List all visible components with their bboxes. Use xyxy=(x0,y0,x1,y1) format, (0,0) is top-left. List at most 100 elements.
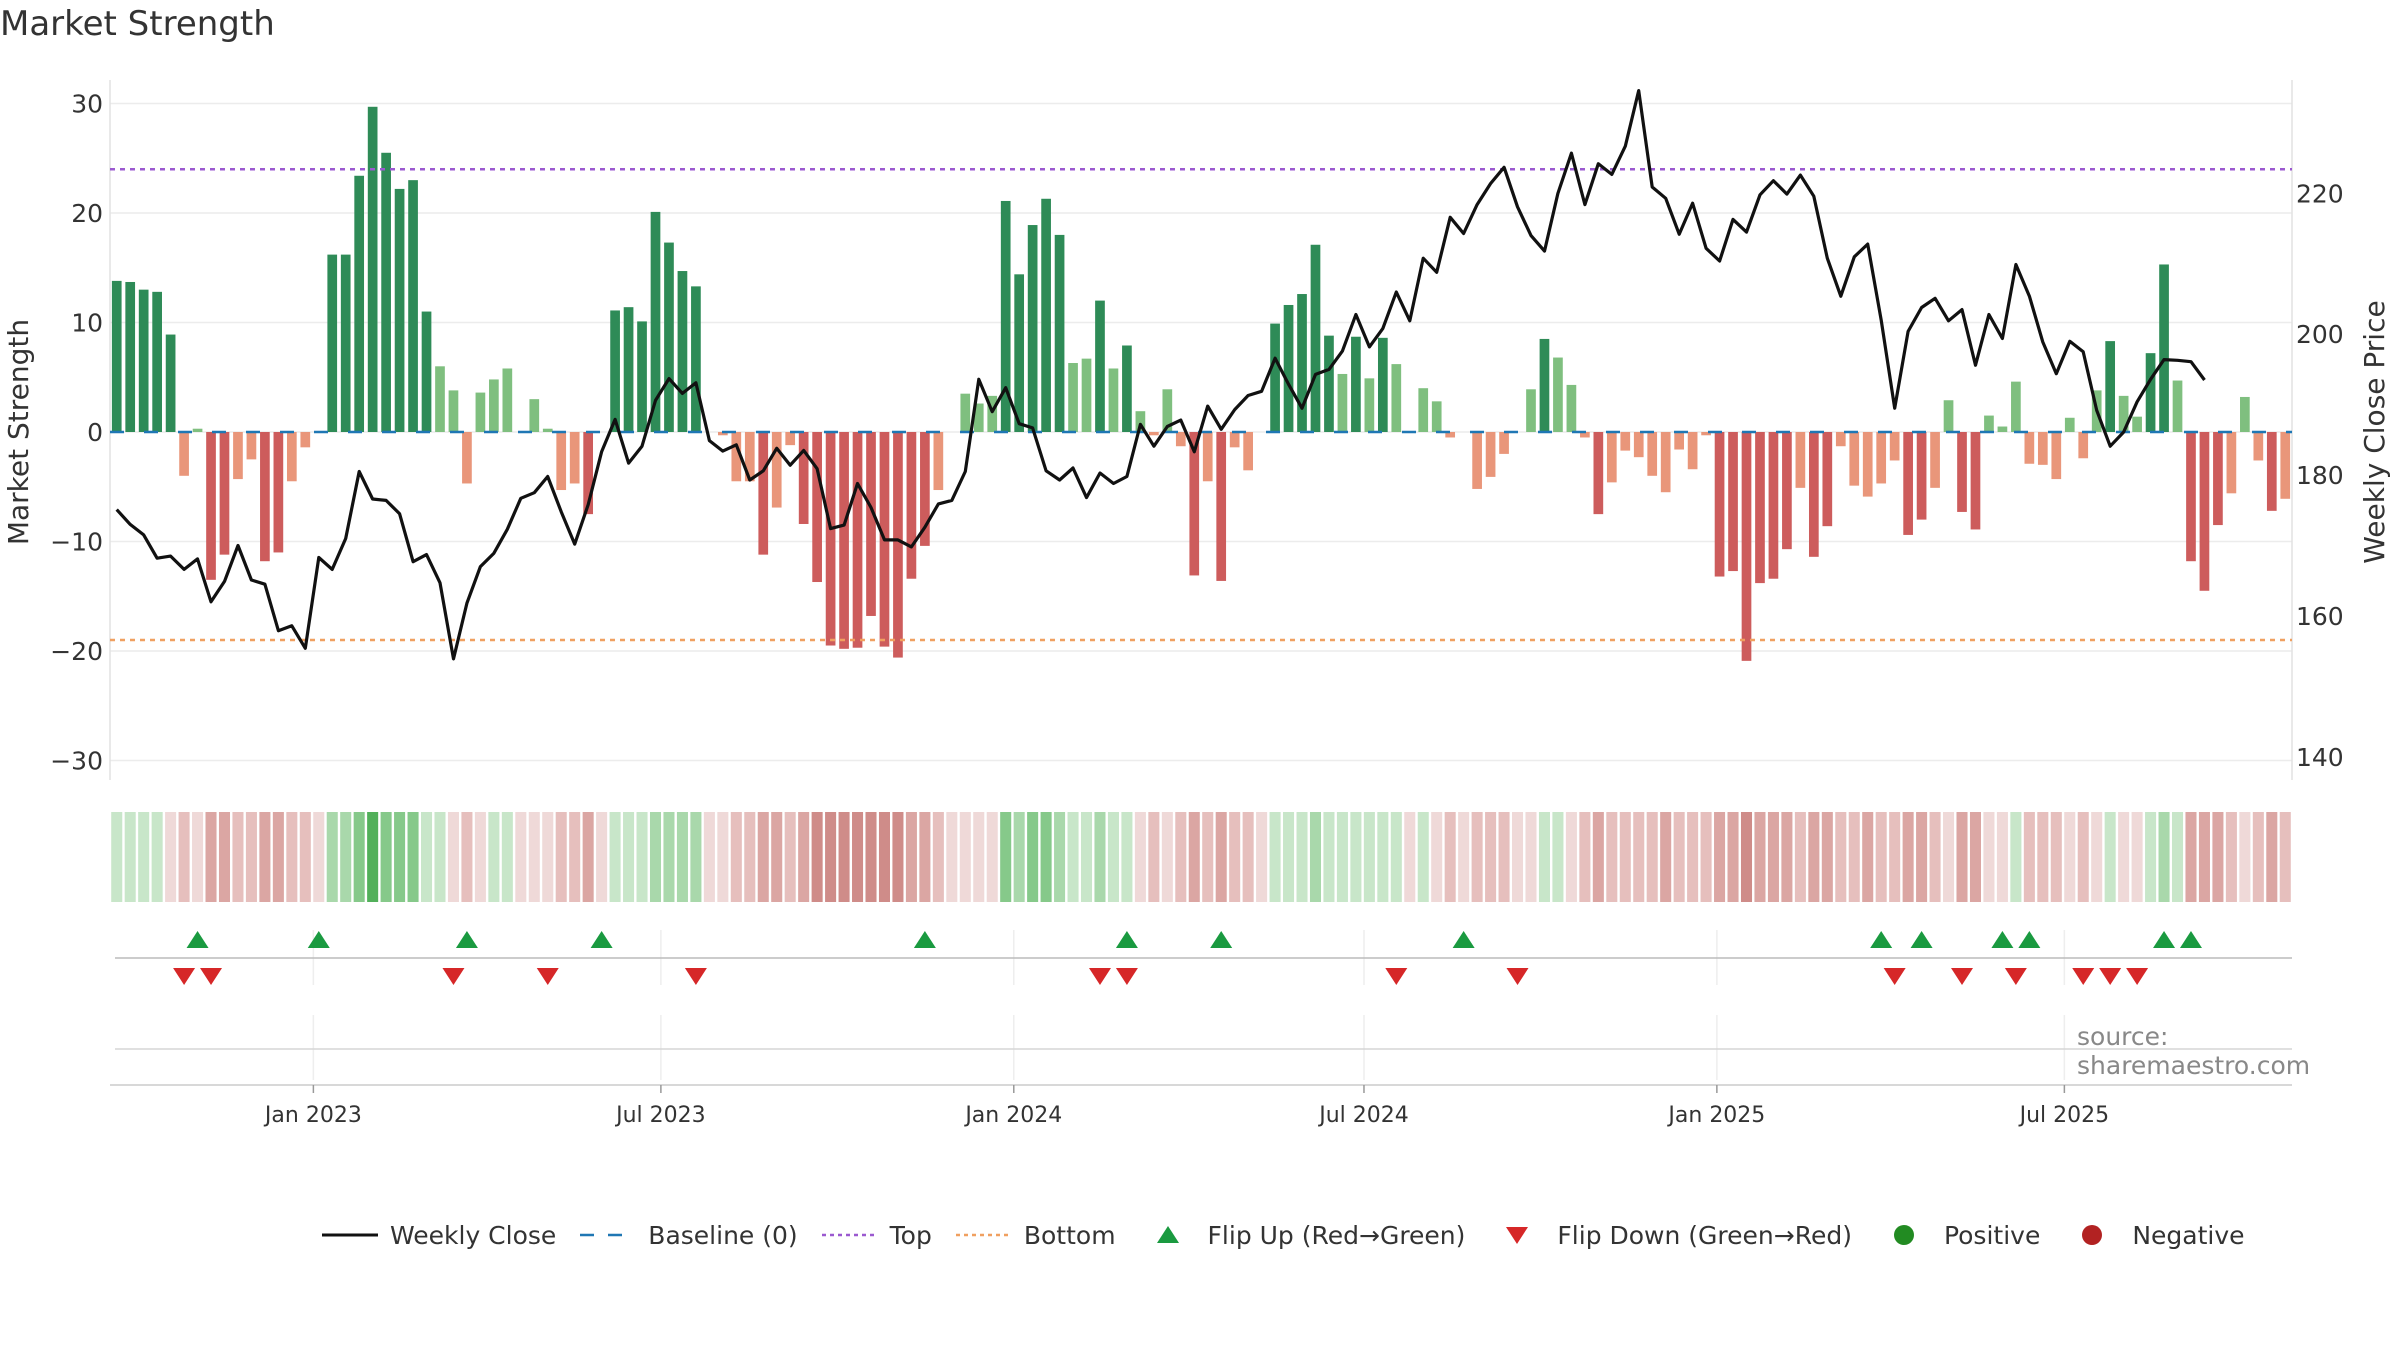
bar-negative xyxy=(1822,432,1833,527)
flip-down-marker xyxy=(536,968,559,985)
flip-down-marker xyxy=(1115,968,1138,985)
bar-positive xyxy=(502,368,513,432)
heat-cell xyxy=(1956,812,1968,902)
heat-cell xyxy=(138,812,150,902)
bar-positive xyxy=(1997,426,2008,432)
legend-item-flip-up: Flip Up (Red→Green) xyxy=(1138,1220,1466,1250)
bar-negative xyxy=(1782,432,1792,550)
heat-cell xyxy=(1458,812,1470,902)
heat-cell xyxy=(2225,812,2237,902)
heat-cell xyxy=(569,812,581,902)
bar-negative xyxy=(1189,432,1200,576)
bar-positive xyxy=(381,152,391,432)
bar-negative xyxy=(179,432,189,476)
bar-positive xyxy=(1027,225,1038,432)
flip-down-marker xyxy=(200,968,223,985)
heat-cell xyxy=(1040,812,1052,902)
bar-positive xyxy=(489,379,499,432)
heat-cell xyxy=(151,812,163,902)
heat-cell xyxy=(2104,812,2116,902)
bar-positive xyxy=(435,366,445,432)
bar-negative xyxy=(233,432,243,480)
bar-negative xyxy=(1687,432,1698,470)
bar-positive xyxy=(2064,417,2075,432)
bar-negative xyxy=(1202,432,1213,482)
flip-up-marker xyxy=(2018,931,2041,948)
bar-positive xyxy=(1943,400,1954,432)
legend-label: Flip Up (Red→Green) xyxy=(1207,1220,1466,1250)
heat-cell xyxy=(272,812,284,902)
heat-cell xyxy=(1377,812,1389,902)
bar-positive xyxy=(650,211,661,432)
bar-positive xyxy=(610,310,620,432)
heat-cell xyxy=(1592,812,1604,902)
bar-negative xyxy=(462,432,472,484)
bar-negative xyxy=(1175,432,1186,447)
heat-cell xyxy=(2158,812,2170,902)
legend-swatch-line xyxy=(320,1220,380,1250)
heat-cell xyxy=(2212,812,2224,902)
legend-item-flip-down: Flip Down (Green→Red) xyxy=(1487,1220,1852,1250)
bar-negative xyxy=(2199,432,2210,591)
heat-cell xyxy=(1000,812,1012,902)
bar-negative xyxy=(1606,432,1617,483)
bar-positive xyxy=(1566,384,1577,432)
heat-cell xyxy=(1148,812,1160,902)
bar-negative xyxy=(286,432,297,482)
heat-cell xyxy=(111,812,123,902)
heat-cell xyxy=(676,812,688,902)
heat-cell xyxy=(1687,812,1699,902)
bar-negative xyxy=(1620,432,1631,451)
legend-swatch-positive xyxy=(1874,1220,1934,1250)
bar-negative xyxy=(1741,432,1752,661)
bar-positive xyxy=(2105,341,2116,432)
flip-down-marker xyxy=(1951,968,1974,985)
heat-cell xyxy=(340,812,352,902)
heat-cell xyxy=(1094,812,1106,902)
bar-positive xyxy=(1324,335,1334,432)
bar-negative xyxy=(583,432,594,515)
xaxis-layer: Jan 2023 Jul 2023 Jan 2024 Jul 2024 Jan 2025… xyxy=(110,1084,2292,1128)
bar-positive xyxy=(475,392,486,432)
bar-positive xyxy=(327,254,338,432)
bar-negative xyxy=(1593,432,1604,515)
heat-cell xyxy=(1161,812,1173,902)
bar-positive xyxy=(1351,336,1361,432)
heat-cell xyxy=(973,812,985,902)
heat-cell xyxy=(1727,812,1739,902)
heat-cell xyxy=(2145,812,2157,902)
heat-cell xyxy=(1431,812,1443,902)
bar-negative xyxy=(1633,432,1644,458)
heat-cell xyxy=(596,812,608,902)
bar-positive xyxy=(192,428,203,432)
bar-negative xyxy=(1647,432,1658,476)
flip-down-marker xyxy=(2072,968,2095,985)
bar-positive xyxy=(367,106,378,432)
bar-negative xyxy=(1216,432,1227,581)
heat-cell xyxy=(232,812,244,902)
bar-negative xyxy=(2280,432,2291,499)
heat-cell xyxy=(394,812,406,902)
flip-up-marker xyxy=(1452,931,1475,948)
legend-triangle-down-glyph xyxy=(1506,1227,1529,1244)
line-layer xyxy=(115,88,2206,661)
bar-negative xyxy=(893,432,903,658)
bar-positive xyxy=(2240,396,2250,432)
heat-cell xyxy=(2064,812,2076,902)
heat-cell xyxy=(730,812,742,902)
heat-cell xyxy=(1188,812,1200,902)
legend-triangle-up-glyph xyxy=(1156,1226,1179,1243)
bar-negative xyxy=(1849,432,1860,486)
legend-circle-glyph xyxy=(2082,1225,2103,1245)
bar-negative xyxy=(1472,432,1482,489)
bar-negative xyxy=(1660,432,1671,493)
heat-cell xyxy=(1417,812,1429,902)
heat-cell xyxy=(1215,812,1227,902)
bar-negative xyxy=(556,432,567,491)
flip-up-marker xyxy=(913,931,936,948)
flip-down-marker xyxy=(684,968,707,985)
heat-cell xyxy=(1862,812,1874,902)
bar-positive xyxy=(125,281,136,432)
flip-down-marker xyxy=(1506,968,1529,985)
heat-cell xyxy=(1740,812,1753,902)
